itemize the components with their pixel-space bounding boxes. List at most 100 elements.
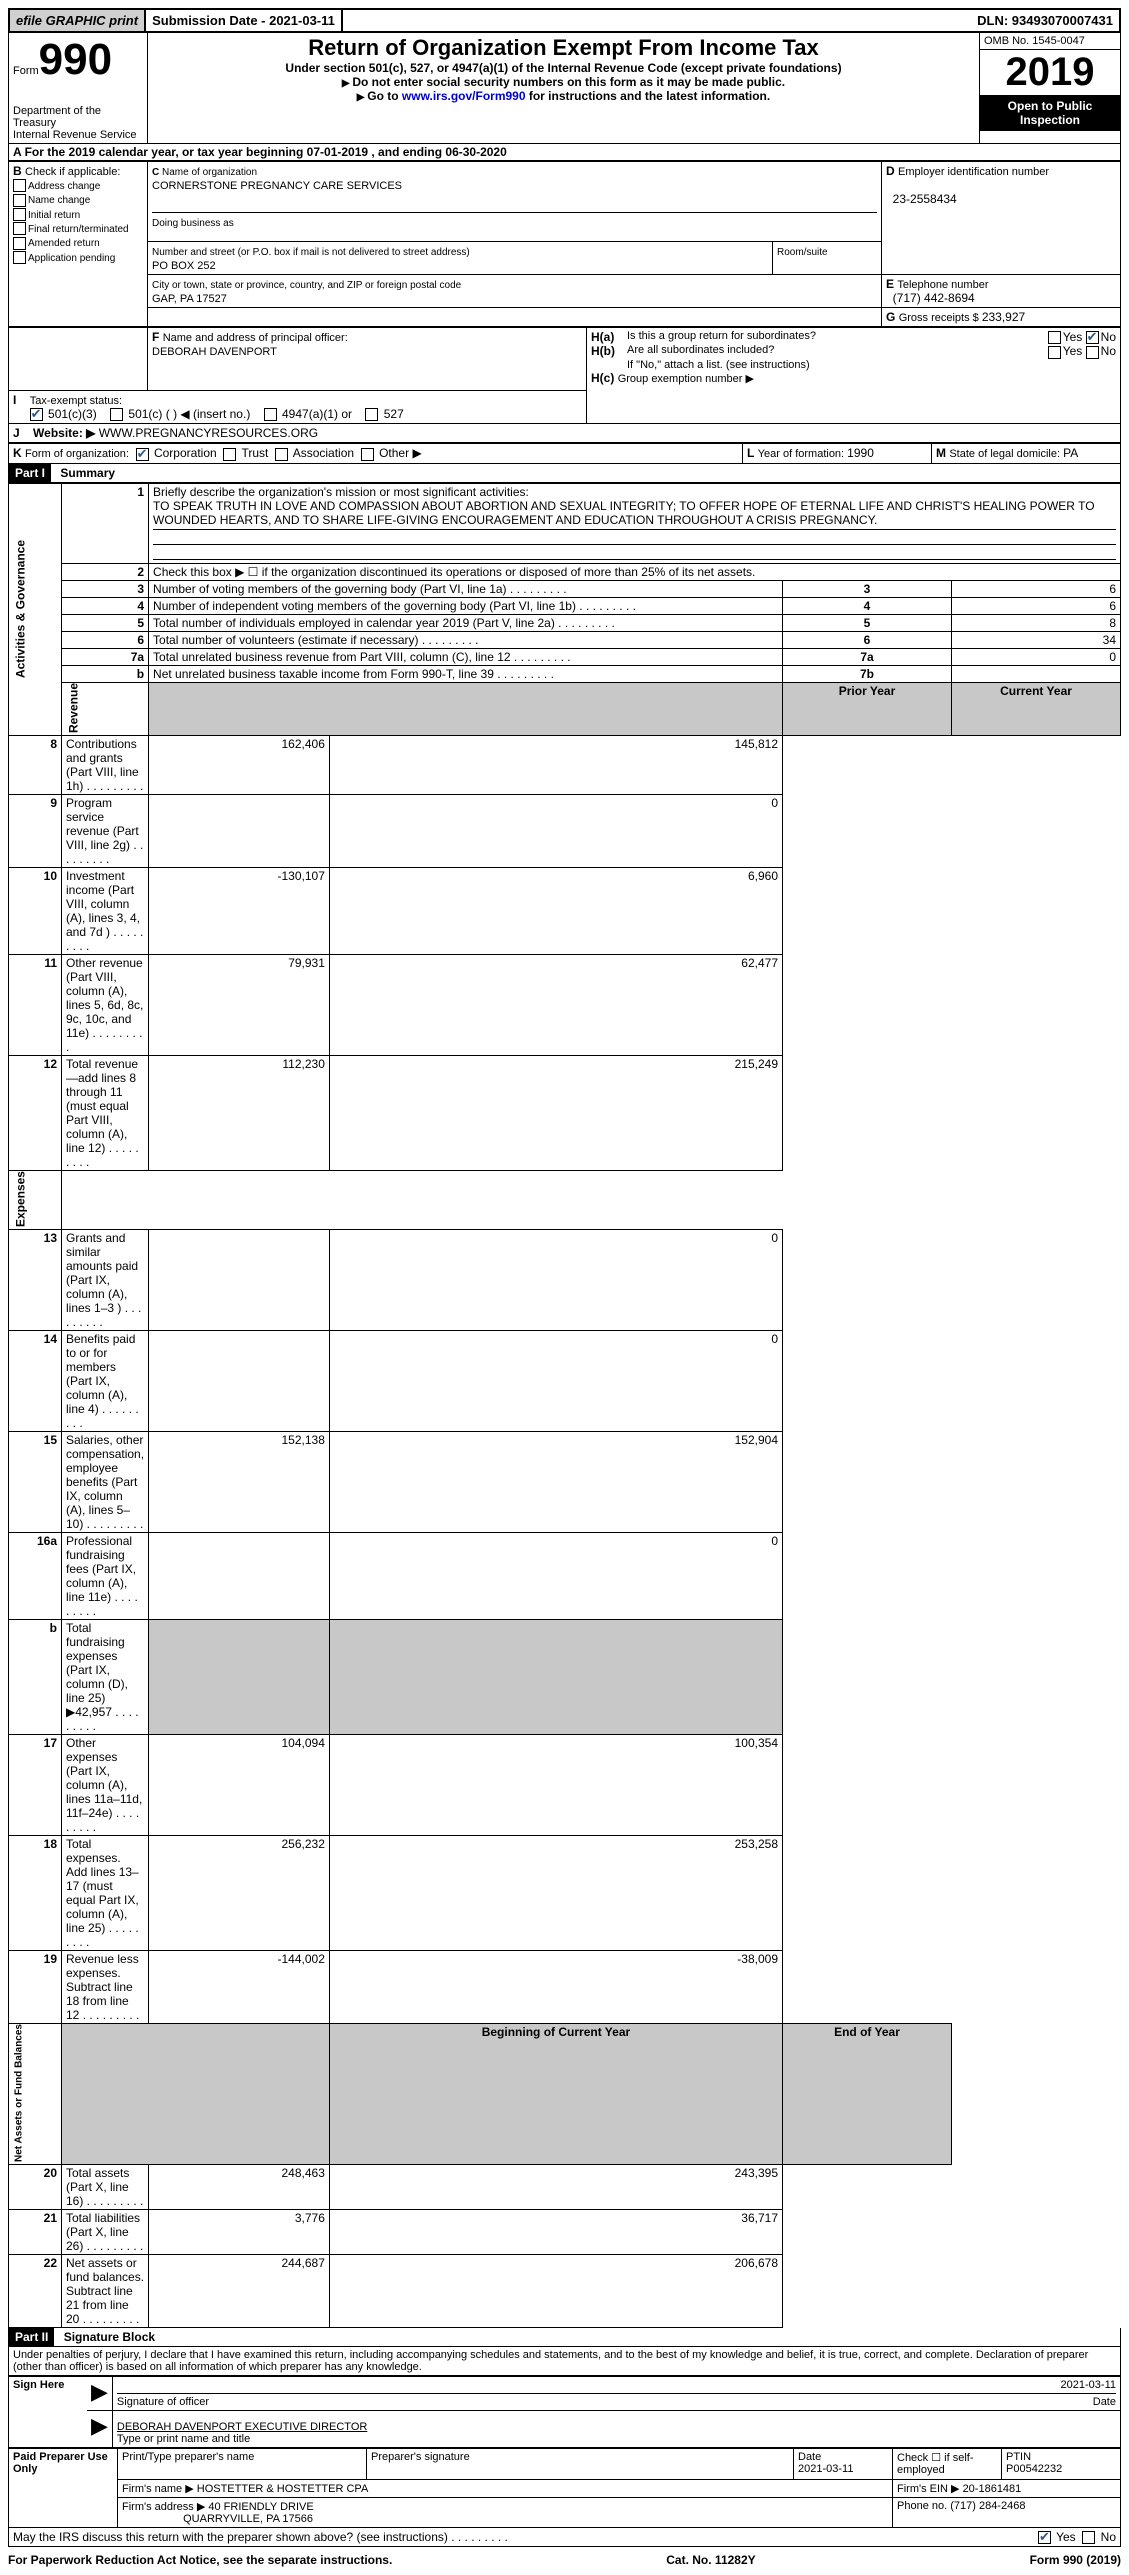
open-inspection: Open to Public Inspection: [980, 95, 1120, 131]
cb-initial[interactable]: [13, 208, 26, 221]
discuss-no: No: [1101, 2530, 1116, 2544]
dln: DLN: 93493070007431: [971, 10, 1119, 31]
ha-yes: Yes: [1063, 330, 1083, 344]
part2-header: Part II: [9, 2328, 54, 2346]
table-row: 7aTotal unrelated business revenue from …: [9, 648, 1121, 665]
officer-name-title: DEBORAH DAVENPORT EXECUTIVE DIRECTOR: [117, 2421, 367, 2433]
hb-yes: Yes: [1063, 344, 1083, 358]
l-label: Year of formation:: [758, 448, 847, 460]
form-word: Form: [13, 65, 39, 77]
dept-treasury: Department of the Treasury: [13, 105, 143, 129]
cb-hb-no[interactable]: [1086, 346, 1099, 359]
form990-link[interactable]: www.irs.gov/Form990: [402, 89, 526, 103]
top-bar: efile GRAPHIC print Submission Date - 20…: [8, 8, 1121, 33]
cb-corp[interactable]: [136, 448, 149, 461]
discuss-yes: Yes: [1056, 2530, 1076, 2544]
footer-right: Form 990 (2019): [1030, 2553, 1121, 2567]
name-title-label: Type or print name and title: [117, 2433, 250, 2445]
form-header: Form990 Department of the Treasury Inter…: [8, 33, 1121, 144]
website: WWW.PREGNANCYRESOURCES.ORG: [99, 426, 318, 440]
q2: Check this box ▶ ☐ if the organization d…: [149, 563, 1121, 580]
signature-table: Sign Here ▶ 2021-03-11 Signature of offi…: [8, 2376, 1121, 2448]
q1-label: Briefly describe the organization's miss…: [153, 485, 529, 499]
check-se: Check ☐ if self-employed: [893, 2448, 1002, 2479]
table-row: 14Benefits paid to or for members (Part …: [9, 1330, 1121, 1431]
cb-pending[interactable]: [13, 251, 26, 264]
i-o3: 4947(a)(1) or: [282, 407, 352, 421]
opt-address: Address change: [28, 181, 100, 192]
opt-initial: Initial return: [28, 210, 80, 221]
form-title: Return of Organization Exempt From Incom…: [152, 35, 975, 61]
k-o4: Other ▶: [379, 446, 422, 460]
firm-ein: 20-1861481: [963, 2483, 1022, 2495]
note-ssn: Do not enter social security numbers on …: [342, 75, 785, 89]
prep-name-label: Print/Type preparer's name: [122, 2451, 254, 2463]
k-o1: Corporation: [154, 446, 217, 460]
cb-trust[interactable]: [223, 448, 236, 461]
sign-arrow-1: ▶: [87, 2376, 112, 2410]
col-prior: Prior Year: [783, 682, 952, 735]
col-end: End of Year: [783, 2023, 952, 2164]
table-row: 21Total liabilities (Part X, line 26)3,7…: [9, 2209, 1121, 2254]
ein: 23-2558434: [893, 192, 957, 206]
cb-501c3[interactable]: [30, 408, 43, 421]
part1-table: Activities & Governance 1 Briefly descri…: [8, 483, 1121, 2328]
exp-label: Expenses: [9, 1170, 62, 1229]
firm-name: HOSTETTER & HOSTETTER CPA: [197, 2483, 369, 2495]
year-formation: 1990: [847, 446, 874, 460]
sign-here: Sign Here: [9, 2376, 88, 2447]
cb-discuss-no[interactable]: [1082, 2531, 1095, 2544]
hc-text: Group exemption number ▶: [618, 373, 754, 385]
firm-addr2: QUARRYVILLE, PA 17566: [183, 2513, 313, 2525]
table-row: 9Program service revenue (Part VIII, lin…: [9, 794, 1121, 867]
k-label: Form of organization:: [25, 448, 129, 460]
table-row: 3Number of voting members of the governi…: [9, 580, 1121, 597]
form-number: 990: [39, 35, 112, 84]
cb-name-change[interactable]: [13, 194, 26, 207]
ptin-label: PTIN: [1006, 2451, 1031, 2463]
cb-527[interactable]: [365, 408, 378, 421]
efile-print-button[interactable]: efile GRAPHIC print: [10, 10, 146, 31]
g-label: Gross receipts $: [899, 312, 982, 324]
cb-ha-no[interactable]: [1086, 331, 1099, 344]
cb-assoc[interactable]: [275, 448, 288, 461]
paid-preparer: Paid Preparer Use Only: [9, 2448, 118, 2527]
rev-label: Revenue: [62, 682, 149, 735]
cb-amended[interactable]: [13, 237, 26, 250]
line-a: A For the 2019 calendar year, or tax yea…: [8, 144, 1121, 161]
firm-name-label: Firm's name ▶: [122, 2483, 194, 2495]
sig-officer-label: Signature of officer: [117, 2396, 209, 2408]
table-row: 16aProfessional fundraising fees (Part I…: [9, 1532, 1121, 1619]
cb-other[interactable]: [361, 448, 374, 461]
col-curr: Current Year: [952, 682, 1121, 735]
gross-receipts: 233,927: [982, 310, 1025, 324]
table-row: 11Other revenue (Part VIII, column (A), …: [9, 954, 1121, 1055]
ha-no: No: [1101, 330, 1116, 344]
footer: For Paperwork Reduction Act Notice, see …: [8, 2553, 1121, 2567]
room-label: Room/suite: [777, 247, 828, 258]
cb-hb-yes[interactable]: [1048, 346, 1061, 359]
m-label: State of legal domicile:: [949, 448, 1063, 460]
preparer-table: Paid Preparer Use Only Print/Type prepar…: [8, 2448, 1121, 2528]
table-row: 13Grants and similar amounts paid (Part …: [9, 1229, 1121, 1330]
h-note: If "No," attach a list. (see instruction…: [591, 359, 1116, 371]
cb-4947[interactable]: [264, 408, 277, 421]
prep-date-label: Date: [798, 2451, 821, 2463]
table-row: 18Total expenses. Add lines 13–17 (must …: [9, 1835, 1121, 1950]
table-row: 8Contributions and grants (Part VIII, li…: [9, 735, 1121, 794]
opt-pending: Application pending: [28, 253, 115, 264]
firm-addr1: 40 FRIENDLY DRIVE: [208, 2501, 313, 2513]
firm-phone: (717) 284-2468: [950, 2500, 1025, 2512]
street: PO BOX 252: [152, 260, 216, 272]
f-label: Name and address of principal officer:: [163, 332, 348, 344]
cb-ha-yes[interactable]: [1048, 331, 1061, 344]
cb-address-change[interactable]: [13, 179, 26, 192]
phone: (717) 442-8694: [893, 291, 975, 305]
cb-discuss-yes[interactable]: [1038, 2531, 1051, 2544]
cb-501c[interactable]: [110, 408, 123, 421]
city: GAP, PA 17527: [152, 293, 227, 305]
cb-final[interactable]: [13, 222, 26, 235]
part2-header-row: Part II Signature Block: [8, 2328, 1121, 2347]
submission-date: Submission Date - 2021-03-11: [146, 10, 343, 31]
discuss-text: May the IRS discuss this return with the…: [13, 2530, 508, 2544]
